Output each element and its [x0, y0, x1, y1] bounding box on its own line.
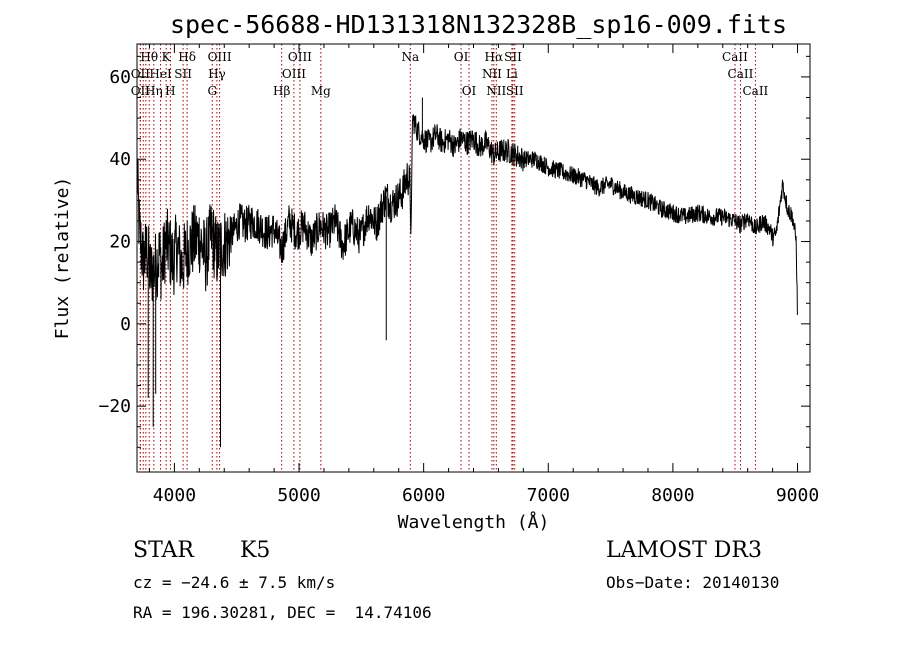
line-label: OII	[131, 67, 151, 81]
x-tick-label: 6000	[402, 485, 445, 506]
y-tick-label: −20	[98, 396, 131, 417]
x-tick-label: 5000	[277, 485, 320, 506]
line-label: Hθ	[140, 50, 158, 64]
line-label: HeI	[149, 67, 172, 81]
y-tick-label: 60	[109, 67, 131, 88]
line-label: Hη	[145, 84, 163, 98]
x-tick-label: 9000	[776, 485, 819, 506]
coordinates: RA = 196.30281, DEC = 14.74106	[133, 603, 432, 622]
line-label: NII	[482, 67, 502, 81]
line-label: OIII	[208, 50, 232, 64]
y-tick-label: 40	[109, 149, 131, 170]
line-label: Hγ	[208, 67, 226, 81]
redshift-info: cz = −24.6 ± 7.5 km/s	[133, 573, 336, 592]
line-label: NII	[486, 84, 506, 98]
x-tick-label: 8000	[651, 485, 694, 506]
line-label: OIII	[282, 67, 306, 81]
object-subclass: K5	[240, 538, 271, 563]
x-tick-label: 4000	[153, 485, 196, 506]
line-label: CaII	[742, 84, 768, 98]
plot-frame	[136, 43, 811, 473]
y-axis-label: Flux (relative)	[52, 177, 73, 340]
x-tick-label: 7000	[527, 485, 570, 506]
line-label: OIII	[288, 50, 312, 64]
chart-title: spec-56688-HD131318N132328B_sp16-009.fit…	[170, 10, 787, 39]
line-label: OI	[462, 84, 477, 98]
spectrum-line	[136, 114, 798, 316]
observation-date: Obs−Date: 20140130	[606, 573, 780, 592]
survey-name: LAMOST DR3	[606, 538, 762, 563]
x-axis-label: Wavelength (Å)	[398, 511, 550, 533]
line-label: Mg	[311, 84, 331, 98]
line-label: OII	[131, 84, 151, 98]
line-label: SII	[174, 67, 192, 81]
object-class: STAR	[133, 538, 194, 563]
line-label: Li	[506, 67, 518, 81]
line-label: Na	[401, 50, 419, 64]
line-label: OI	[454, 50, 469, 64]
line-label: SII	[504, 50, 522, 64]
y-tick-label: 0	[120, 314, 131, 335]
line-label: Hδ	[178, 50, 196, 64]
line-label: G	[207, 84, 217, 98]
line-label: SII	[506, 84, 524, 98]
line-label: CaII	[722, 50, 748, 64]
line-label: CaII	[728, 67, 754, 81]
line-label: Hβ	[273, 84, 290, 98]
line-label: H	[165, 84, 175, 98]
y-tick-label: 20	[109, 232, 131, 253]
line-label: K	[162, 50, 172, 64]
line-label: Hα	[485, 50, 504, 64]
